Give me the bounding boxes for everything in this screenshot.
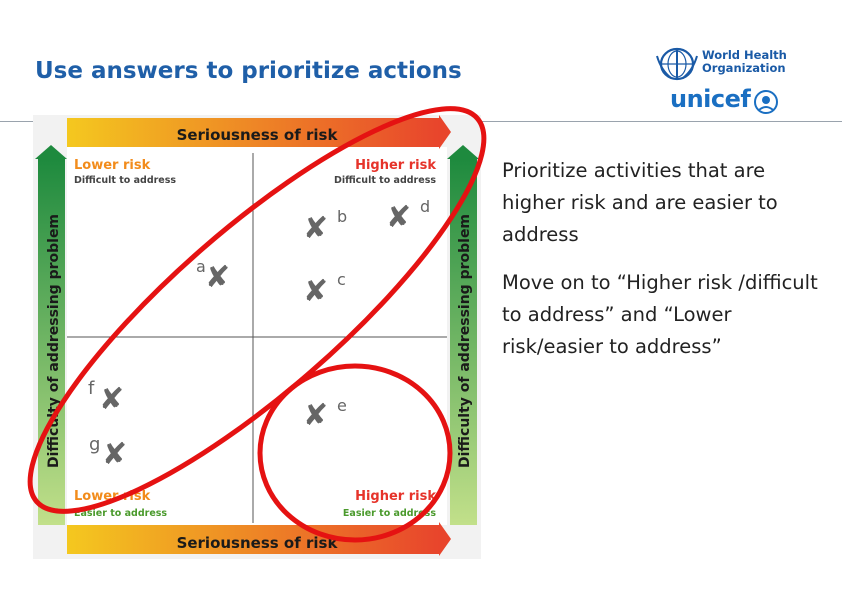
who-logo-text: World Health Organization bbox=[702, 49, 787, 75]
quadrant-top-left-label: Lower risk bbox=[74, 158, 151, 173]
right-axis-label: Difficulty of addressing problem bbox=[457, 214, 473, 468]
bullet-item-2: Move on to “Higher risk /difficult to ad… bbox=[502, 271, 818, 358]
quadrant-top-right-sub: Difficult to address bbox=[334, 175, 436, 186]
bullet-list: Prioritize activities that are higher ri… bbox=[502, 155, 832, 379]
mark-g-letter: g bbox=[89, 434, 100, 455]
slide-title: Use answers to prioritize actions bbox=[35, 58, 462, 84]
quadrant-top-left-sub: Difficult to address bbox=[74, 175, 176, 186]
top-axis-label: Seriousness of risk bbox=[177, 126, 339, 144]
risk-matrix: Seriousness of risk Seriousness of risk … bbox=[33, 115, 481, 559]
mark-a-x-icon: ✘ bbox=[205, 260, 230, 295]
mark-g-x-icon: ✘ bbox=[102, 437, 127, 472]
left-axis-label: Difficulty of addressing problem bbox=[46, 214, 62, 468]
unicef-emblem-icon bbox=[754, 90, 778, 114]
mark-c-x-icon: ✘ bbox=[303, 274, 328, 309]
who-emblem-icon bbox=[656, 47, 698, 81]
bullet-item-1: Prioritize activities that are higher ri… bbox=[502, 159, 778, 246]
who-logo-line2: Organization bbox=[702, 61, 786, 75]
mark-d-x-icon: ✘ bbox=[386, 200, 411, 235]
quadrant-bottom-left-label: Lower risk bbox=[74, 489, 151, 504]
quadrant-bottom-right-sub: Easier to address bbox=[343, 508, 436, 519]
mark-f-letter: f bbox=[88, 378, 95, 399]
mark-b-letter: b bbox=[337, 207, 347, 226]
quadrant-top-right-label: Higher risk bbox=[355, 158, 436, 173]
mark-b-x-icon: ✘ bbox=[303, 211, 328, 246]
who-logo-line1: World Health bbox=[702, 48, 787, 62]
quadrant-bottom-left-sub: Easier to address bbox=[74, 508, 167, 519]
mark-e-x-icon: ✘ bbox=[303, 398, 328, 433]
mark-f-x-icon: ✘ bbox=[99, 382, 124, 417]
unicef-logo-text: unicef bbox=[670, 85, 751, 113]
mark-d-letter: d bbox=[420, 197, 430, 216]
bottom-axis-label: Seriousness of risk bbox=[177, 534, 339, 552]
mark-e-letter: e bbox=[337, 396, 347, 415]
quadrant-bottom-right-label: Higher risk bbox=[355, 489, 436, 504]
mark-c-letter: c bbox=[337, 270, 346, 289]
